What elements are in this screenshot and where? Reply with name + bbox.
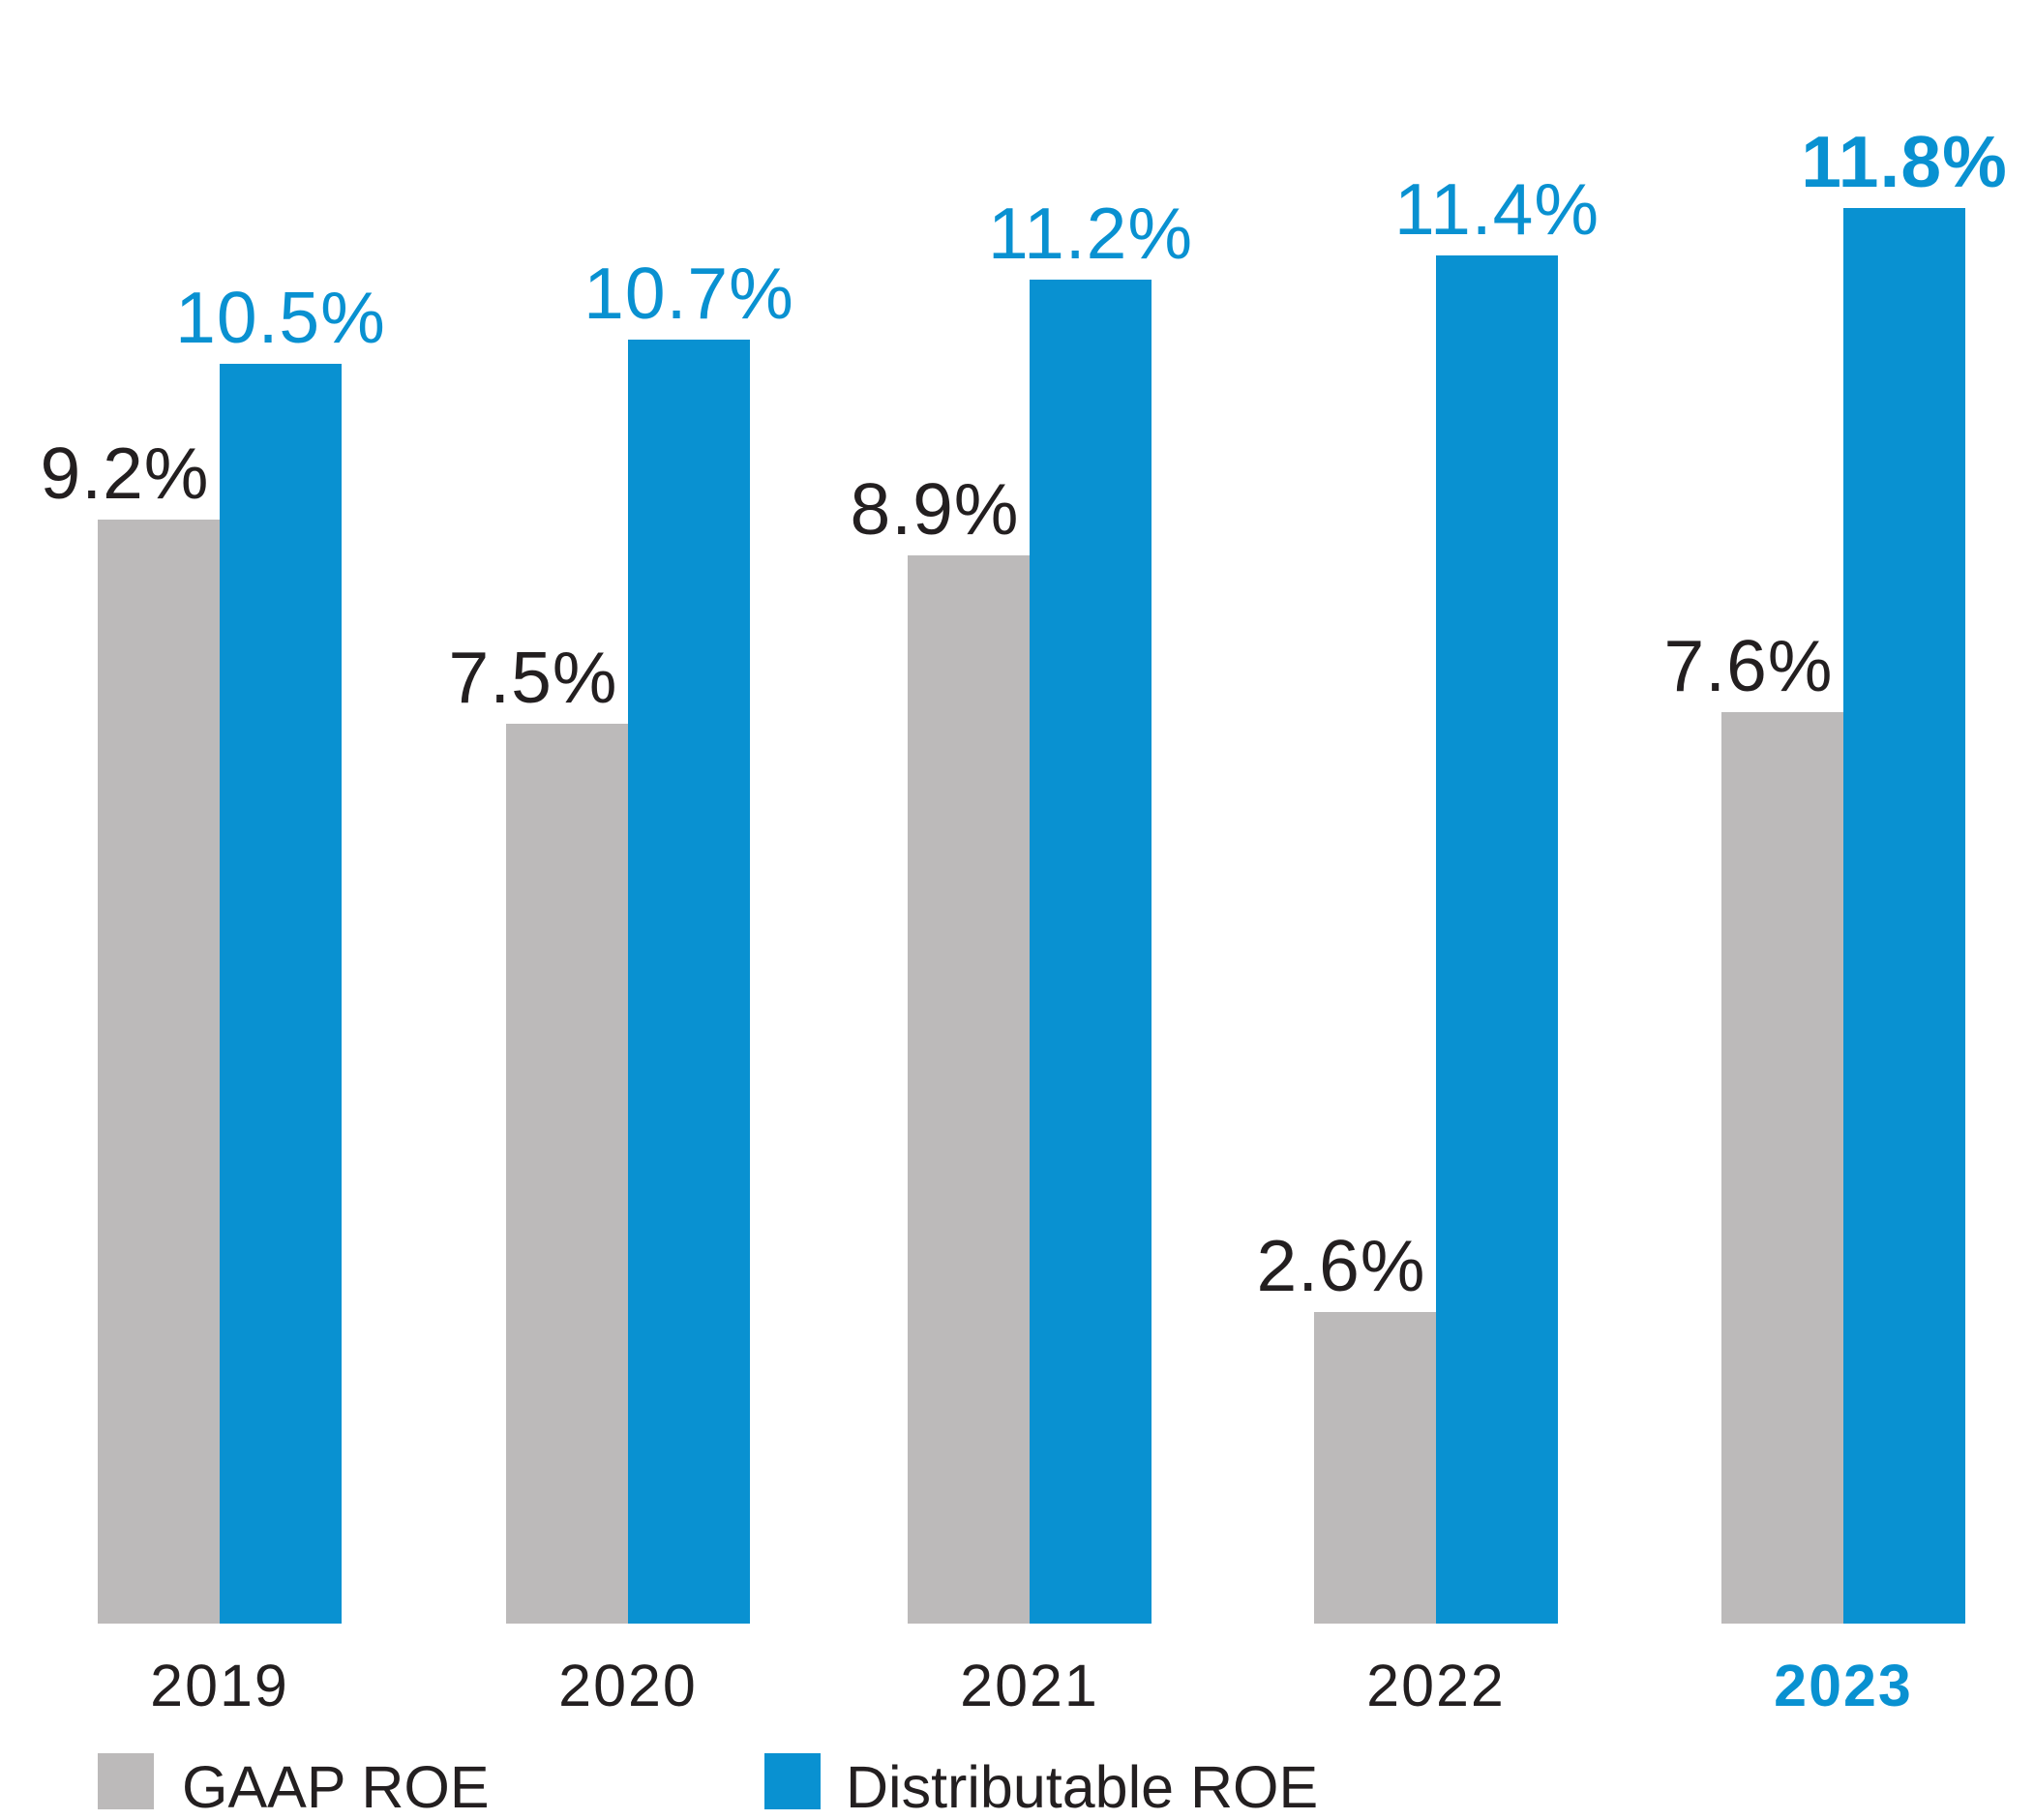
distributable-roe-legend-swatch — [764, 1753, 821, 1809]
value-label-gaap-roe-2022: 2.6% — [1256, 1225, 1426, 1306]
axis-label-2022: 2022 — [1366, 1653, 1506, 1718]
value-label-distributable-roe-2022: 11.4% — [1393, 168, 1600, 250]
distributable-roe-legend-label: Distributable ROE — [846, 1754, 1319, 1820]
bar-gaap-roe-2023 — [1721, 712, 1843, 1624]
value-label-distributable-roe-2021: 11.2% — [987, 193, 1194, 274]
axis-label-2021: 2021 — [960, 1653, 1099, 1718]
value-label-distributable-roe-2020: 10.7% — [583, 253, 794, 334]
value-label-gaap-roe-2021: 8.9% — [850, 468, 1020, 550]
bar-gaap-roe-2019 — [98, 520, 220, 1624]
value-label-distributable-roe-2023: 11.8% — [1801, 121, 2008, 202]
value-label-gaap-roe-2020: 7.5% — [448, 637, 618, 718]
gaap-roe-legend-swatch — [98, 1753, 154, 1809]
value-label-distributable-roe-2019: 10.5% — [175, 277, 386, 358]
value-label-gaap-roe-2023: 7.6% — [1663, 625, 1834, 706]
axis-label-2019: 2019 — [150, 1653, 289, 1718]
value-label-gaap-roe-2019: 9.2% — [40, 433, 210, 514]
gaap-roe-legend-label: GAAP ROE — [182, 1754, 490, 1820]
bar-gaap-roe-2021 — [908, 555, 1030, 1624]
axis-label-2020: 2020 — [558, 1653, 698, 1718]
axis-label-2023: 2023 — [1774, 1653, 1913, 1718]
bar-distributable-roe-2023 — [1843, 208, 1965, 1624]
bar-distributable-roe-2019 — [220, 364, 342, 1624]
bar-distributable-roe-2021 — [1030, 280, 1152, 1624]
bar-gaap-roe-2020 — [506, 724, 628, 1624]
bar-distributable-roe-2022 — [1436, 255, 1558, 1624]
bar-distributable-roe-2020 — [628, 340, 750, 1624]
bar-gaap-roe-2022 — [1314, 1312, 1436, 1624]
